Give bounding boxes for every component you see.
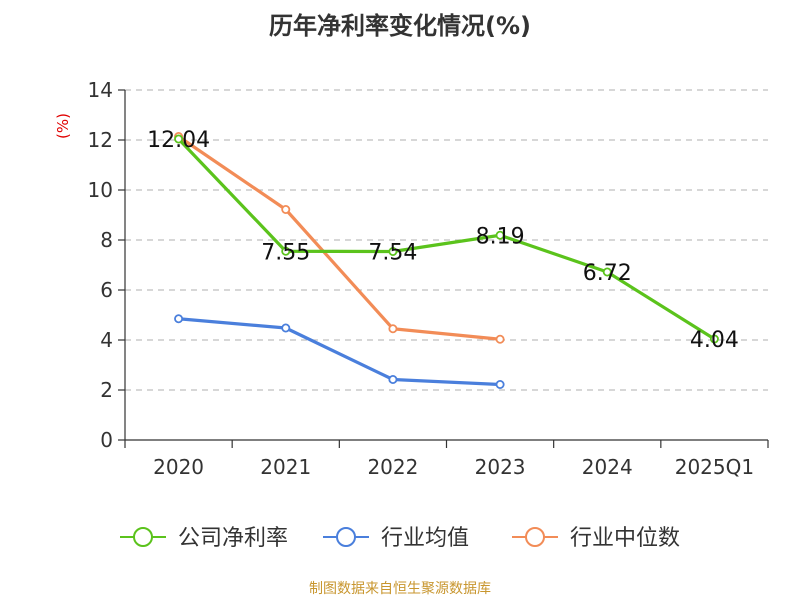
source-note: 制图数据来自恒生聚源数据库 xyxy=(309,581,491,597)
data-point[interactable] xyxy=(388,246,398,256)
data-point[interactable] xyxy=(174,134,184,144)
data-point[interactable] xyxy=(388,324,398,334)
legend-item[interactable]: 公司净利率 xyxy=(120,526,288,551)
data-label: 7.54 xyxy=(368,241,417,266)
y-tick-label: 4 xyxy=(100,328,113,352)
x-tick-label: 2025Q1 xyxy=(675,455,754,479)
legend-label: 行业中位数 xyxy=(570,526,680,551)
data-point[interactable] xyxy=(709,334,719,344)
chart-title: 历年净利率变化情况(%) xyxy=(269,12,531,40)
data-labels: 12.04 7.55 7.54 8.19 6.72 4.04 xyxy=(147,128,739,353)
x-tick-label: 2020 xyxy=(153,455,204,479)
data-point[interactable] xyxy=(281,246,291,256)
y-tick-label: 12 xyxy=(88,128,113,152)
data-point[interactable] xyxy=(281,204,291,214)
x-tick-label: 2024 xyxy=(582,455,633,479)
x-tick-label: 2021 xyxy=(260,455,311,479)
legend-marker xyxy=(336,527,356,547)
x-tick-label: 2022 xyxy=(367,455,418,479)
legend-item[interactable]: 行业均值 xyxy=(323,526,469,551)
axes: 0 2 4 6 8 10 12 14 2020 2021 2022 2023 2024 2025Q1 xyxy=(88,78,769,479)
legend-marker xyxy=(525,527,545,547)
data-point[interactable] xyxy=(495,334,505,344)
y-tick-label: 0 xyxy=(100,428,113,452)
data-label: 4.04 xyxy=(690,328,739,353)
data-point[interactable] xyxy=(388,374,398,384)
y-tick-label: 2 xyxy=(100,378,113,402)
data-point[interactable] xyxy=(602,267,612,277)
data-label: 7.55 xyxy=(261,240,310,265)
data-point[interactable] xyxy=(495,230,505,240)
data-point[interactable] xyxy=(281,323,291,333)
legend-item[interactable]: 行业中位数 xyxy=(512,526,680,551)
data-label: 8.19 xyxy=(476,224,525,249)
legend-label: 公司净利率 xyxy=(178,526,288,551)
legend-marker xyxy=(133,527,153,547)
y-tick-label: 6 xyxy=(100,278,113,302)
y-tick-label: 10 xyxy=(88,178,113,202)
y-tick-label: 14 xyxy=(88,78,113,102)
series-line-3 xyxy=(177,135,501,341)
y-tick-label: 8 xyxy=(100,228,113,252)
series-lines xyxy=(174,131,719,389)
data-point[interactable] xyxy=(174,314,184,324)
grid-lines xyxy=(125,89,768,391)
legend-label: 行业均值 xyxy=(381,526,469,551)
legend[interactable]: 公司净利率 行业均值 行业中位数 xyxy=(120,526,680,551)
y-axis-unit: (%) xyxy=(54,113,72,139)
x-tick-label: 2023 xyxy=(475,455,526,479)
data-point[interactable] xyxy=(495,379,505,389)
series-line-1 xyxy=(177,137,716,341)
series-line-2 xyxy=(178,317,501,387)
data-label: 6.72 xyxy=(583,261,632,286)
data-label: 12.04 xyxy=(147,128,210,153)
